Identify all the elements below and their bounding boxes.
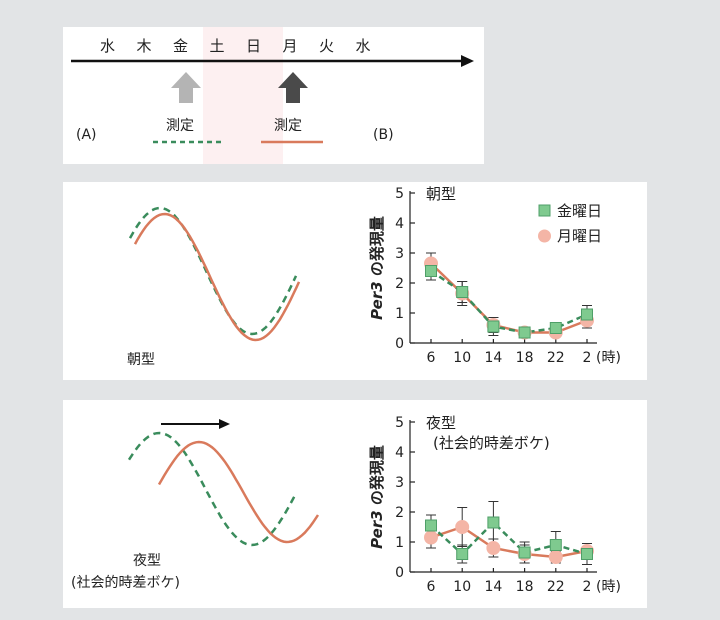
data-point-friday [425, 519, 437, 532]
morning-left-label: 朝型 [127, 352, 155, 368]
morning-wave-svg [128, 206, 301, 342]
x-tick-label: 14 [484, 579, 502, 595]
y-tick-label: 1 [395, 535, 404, 551]
data-point-friday [487, 516, 500, 529]
data-point-monday [455, 520, 470, 534]
day-label: 土 [209, 37, 225, 55]
night-wave-svg [127, 419, 320, 547]
legend-marker-monday [538, 229, 551, 243]
data-point-monday [424, 530, 438, 545]
timeline-svg [71, 55, 474, 144]
y-axis-label-rest: の発現量 [368, 445, 386, 510]
x-tick-label: 2 [583, 350, 592, 366]
data-point-friday [456, 286, 469, 298]
x-unit-label: (時) [596, 579, 621, 595]
x-tick-label: 6 [427, 350, 436, 366]
data-point-friday [425, 265, 437, 277]
chart-title: 朝型 [426, 185, 456, 203]
legend-label-friday: 金曜日 [557, 202, 602, 220]
night-left-label-2: (社会的時差ボケ) [71, 575, 180, 591]
measure-label-b: 測定 [274, 118, 302, 134]
legend-label-monday: 月曜日 [557, 227, 602, 245]
x-tick-label: 10 [453, 350, 471, 366]
night-left-label-1: 夜型 [133, 553, 161, 569]
arrow-a-icon [171, 72, 201, 103]
data-point-friday [581, 308, 593, 321]
x-tick-label: 14 [484, 350, 502, 366]
x-unit-label: (時) [596, 350, 621, 366]
series-line-monday [430, 525, 588, 559]
timeline-arrowhead [461, 55, 474, 67]
y-tick-label: 2 [395, 505, 404, 521]
label-a: (A) [76, 127, 97, 143]
data-point-friday [549, 539, 562, 551]
data-point-friday [581, 548, 593, 560]
y-tick-label: 4 [395, 216, 404, 232]
data-point-friday [456, 548, 469, 560]
y-axis-label-rest: の発現量 [368, 216, 386, 281]
shift-arrow-icon [219, 419, 230, 429]
data-point-friday [518, 546, 531, 559]
y-tick-label: 4 [395, 445, 404, 461]
y-axis-label: Per3 の発現量 [368, 445, 386, 549]
series-line-monday [430, 262, 588, 334]
data-point-friday [518, 326, 531, 339]
x-tick-label: 18 [516, 350, 534, 366]
y-tick-label: 3 [395, 246, 404, 262]
chart-subtitle: (社会的時差ボケ) [433, 434, 550, 452]
y-tick-label: 0 [395, 565, 404, 581]
series-line-friday [430, 269, 588, 334]
legend-marker-friday [538, 204, 551, 217]
y-tick-label: 1 [395, 306, 404, 322]
y-tick-label: 5 [395, 415, 404, 431]
day-label: 月 [282, 37, 298, 55]
y-axis-label-italic: Per3 [368, 510, 386, 549]
day-label: 水 [100, 37, 116, 55]
morning-panel: 朝型 0 1 2 3 4 5 6 10 14 18 22 2 (時) Per3 の発現量 朝型 金曜日 月曜日 [63, 182, 647, 380]
y-axis-label: Per3 の発現量 [368, 216, 386, 320]
x-tick-label: 18 [516, 579, 534, 595]
label-b: (B) [373, 127, 394, 143]
x-tick-label: 2 [583, 579, 592, 595]
day-label: 木 [136, 37, 152, 55]
y-axis-label-italic: Per3 [368, 281, 386, 320]
y-tick-label: 0 [395, 336, 404, 352]
day-label: 金 [173, 37, 189, 55]
data-point-monday [548, 550, 563, 564]
night-monday-wave [157, 440, 320, 544]
day-label: 水 [355, 37, 371, 55]
day-label: 火 [319, 37, 335, 55]
chart-title: 夜型 [426, 414, 456, 432]
y-tick-label: 5 [395, 186, 404, 202]
arrow-b-icon [278, 72, 308, 103]
x-tick-label: 10 [453, 579, 471, 595]
morning-monday-wave [133, 212, 301, 342]
night-friday-wave [127, 431, 298, 547]
data-point-friday [487, 320, 500, 333]
measure-label-a: 測定 [166, 118, 194, 134]
y-tick-label: 3 [395, 475, 404, 491]
data-point-monday [486, 541, 501, 555]
x-tick-label: 6 [427, 579, 436, 595]
y-tick-label: 2 [395, 276, 404, 292]
day-label: 日 [246, 37, 262, 55]
data-point-friday [549, 322, 562, 334]
schedule-panel: 水 木 金 土 日 月 火 水 測定 測定 (A) (B) [63, 27, 484, 164]
x-tick-label: 22 [547, 579, 565, 595]
morning-friday-wave [128, 206, 298, 336]
series-line-friday [430, 520, 588, 556]
night-panel: 夜型 (社会的時差ボケ) 0 1 2 3 4 5 6 10 14 18 22 2 (時) Per3 の発現… [63, 400, 647, 608]
x-tick-label: 22 [547, 350, 565, 366]
